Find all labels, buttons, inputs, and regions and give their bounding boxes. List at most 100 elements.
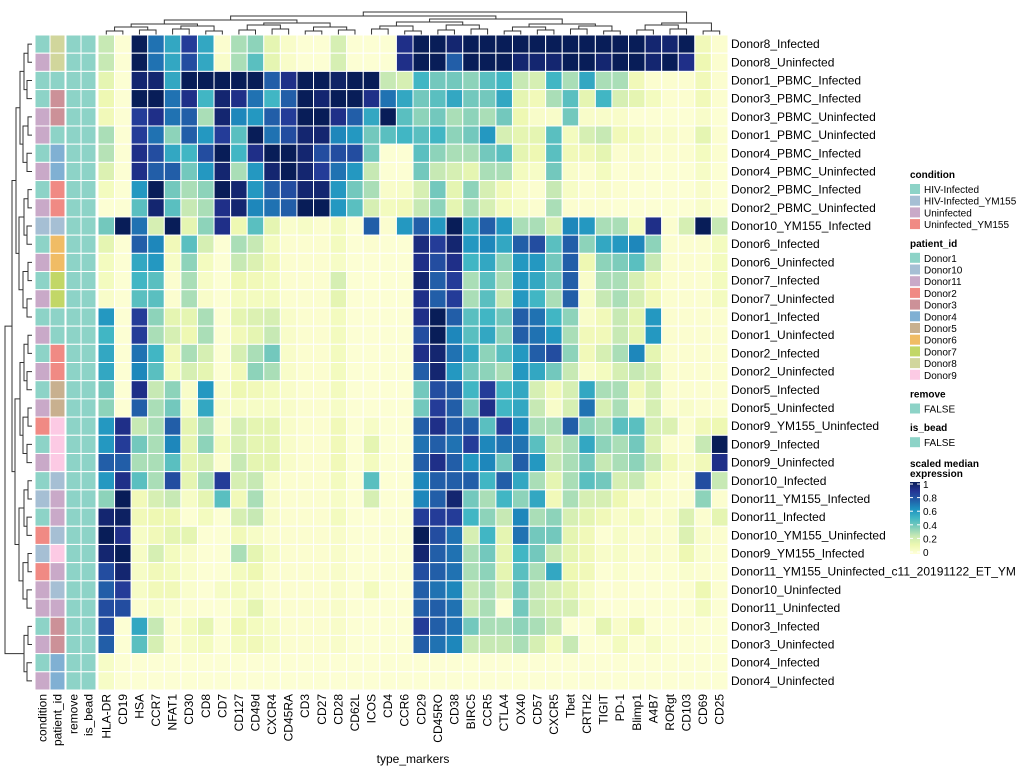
heatmap-cell: [163, 543, 182, 564]
heatmap-cell: [511, 562, 530, 582]
condition-cell: [34, 161, 51, 182]
heatmap-cell: [478, 289, 497, 309]
heatmap-cell: [644, 52, 663, 72]
is-bead-cell: [80, 234, 97, 254]
heatmap-cell: [346, 416, 364, 436]
heatmap-cell: [528, 252, 547, 273]
heatmap-cell: [445, 452, 464, 473]
heatmap-cell: [661, 525, 679, 545]
heatmap-cell: [561, 653, 580, 673]
heatmap-cell: [296, 325, 315, 345]
heatmap-cell: [611, 234, 630, 254]
heatmap-cell: [445, 89, 464, 109]
heatmap-cell: [462, 343, 480, 363]
heatmap-cell: [511, 398, 530, 418]
heatmap-cell: [180, 489, 198, 509]
heatmap-cell: [478, 198, 497, 218]
heatmap-cell: [694, 198, 712, 218]
heatmap-cell: [263, 598, 281, 618]
heatmap-cell: [478, 671, 497, 691]
heatmap-cell: [279, 343, 298, 363]
row-label: Donor9_Uninfected: [731, 456, 834, 470]
heatmap-cell: [594, 562, 613, 582]
dendrogram-branch: [636, 29, 654, 35]
heatmap-cell: [661, 343, 679, 363]
condition-cell: [34, 616, 51, 636]
dendrogram-branch: [26, 516, 32, 536]
heatmap-cell: [661, 653, 679, 673]
heatmap-cell: [661, 252, 679, 273]
remove-cell: [65, 452, 82, 473]
heatmap-cell: [511, 289, 530, 309]
heatmap-cell: [279, 216, 298, 236]
patient-id-cell: [49, 452, 66, 473]
heatmap-cell: [213, 34, 232, 54]
heatmap-cell: [611, 634, 630, 655]
heatmap-cell: [611, 107, 630, 127]
heatmap-cell: [611, 616, 630, 636]
heatmap-cell: [296, 161, 315, 182]
scale-tick-label: 0.6: [923, 507, 937, 518]
heatmap-cell: [429, 307, 447, 327]
heatmap-cell: [279, 452, 298, 473]
heatmap-cell: [677, 653, 696, 673]
heatmap-cell: [561, 161, 580, 182]
heatmap-cell: [147, 398, 165, 418]
legend-swatch: [910, 437, 920, 448]
heatmap-cell: [213, 562, 232, 582]
heatmap-cell: [114, 198, 132, 218]
heatmap-cell: [545, 634, 563, 655]
heatmap-cell: [710, 107, 729, 127]
remove-cell: [65, 362, 82, 382]
heatmap-cell: [130, 307, 149, 327]
heatmap-cell: [362, 34, 381, 54]
row-label: Donor9_Infected: [731, 437, 820, 451]
heatmap-cell: [180, 598, 198, 618]
heatmap-cell: [230, 398, 248, 418]
heatmap-cell: [545, 543, 563, 564]
heatmap-cell: [561, 452, 580, 473]
heatmap-cell: [611, 671, 630, 691]
heatmap-cell: [147, 580, 165, 600]
heatmap-cell: [710, 289, 729, 309]
heatmap-cell: [561, 216, 580, 236]
heatmap-cell: [710, 34, 729, 54]
heatmap-cell: [412, 562, 431, 582]
heatmap-cell: [611, 271, 630, 291]
heatmap-cell: [362, 198, 381, 218]
heatmap-cell: [279, 180, 298, 200]
patient-id-cell: [49, 198, 66, 218]
condition-cell: [34, 362, 51, 382]
heatmap-cell: [478, 34, 497, 54]
heatmap-cell: [694, 380, 712, 400]
heatmap-cell: [246, 180, 265, 200]
heatmap-cell: [346, 598, 364, 618]
heatmap-cell: [114, 143, 132, 163]
heatmap-cell: [114, 507, 132, 527]
heatmap-cell: [180, 289, 198, 309]
heatmap-cell: [611, 653, 630, 673]
heatmap-cell: [213, 653, 232, 673]
heatmap-cell: [279, 362, 298, 382]
heatmap-cell: [561, 416, 580, 436]
heatmap-cell: [429, 143, 447, 163]
dendrogram-branch: [362, 11, 688, 23]
condition-cell: [34, 398, 51, 418]
heatmap-cell: [230, 452, 248, 473]
heatmap-cell: [445, 398, 464, 418]
heatmap-cell: [395, 198, 414, 218]
heatmap-cell: [147, 89, 165, 109]
heatmap-cell: [710, 343, 729, 363]
heatmap-cell: [412, 616, 431, 636]
heatmap-cell: [180, 416, 198, 436]
heatmap-cell: [462, 34, 480, 54]
heatmap-cell: [495, 271, 513, 291]
heatmap-cell: [694, 143, 712, 163]
heatmap-cell: [478, 580, 497, 600]
heatmap-cell: [511, 489, 530, 509]
scale-tick-label: 1: [923, 480, 929, 491]
legend-title-scale: scaled median: [910, 459, 979, 470]
heatmap-cell: [528, 325, 547, 345]
heatmap-cell: [296, 452, 315, 473]
heatmap-cell: [644, 452, 663, 473]
